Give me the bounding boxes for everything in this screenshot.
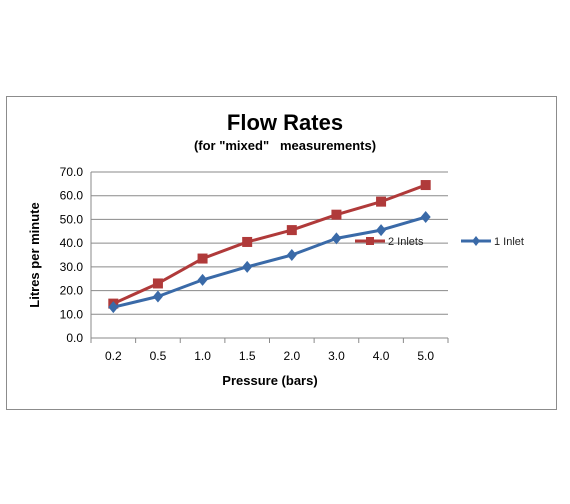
data-point bbox=[286, 225, 297, 236]
x-tick-label: 1.5 bbox=[239, 349, 256, 363]
x-axis-title: Pressure (bars) bbox=[222, 373, 317, 388]
y-tick-label: 60.0 bbox=[60, 189, 84, 203]
axes bbox=[90, 172, 449, 343]
x-tick-label: 0.2 bbox=[105, 349, 122, 363]
data-point bbox=[286, 249, 297, 261]
data-point bbox=[197, 273, 208, 286]
data-point bbox=[331, 232, 342, 245]
legend-marker bbox=[366, 237, 374, 245]
legend-marker bbox=[472, 236, 480, 246]
x-tick-label: 0.5 bbox=[150, 349, 167, 363]
y-tick-label: 10.0 bbox=[60, 307, 84, 321]
data-point bbox=[242, 236, 253, 247]
gridlines bbox=[91, 171, 448, 315]
x-tick-label: 2.0 bbox=[283, 349, 300, 363]
data-point bbox=[331, 209, 342, 220]
data-point bbox=[242, 260, 253, 273]
data-point bbox=[420, 211, 431, 224]
x-tick-label: 1.0 bbox=[194, 349, 211, 363]
data-point bbox=[108, 301, 119, 314]
y-tick-label: 30.0 bbox=[60, 260, 84, 274]
data-point bbox=[376, 224, 387, 237]
y-tick-label: 70.0 bbox=[60, 165, 84, 179]
x-tick-label: 5.0 bbox=[417, 349, 434, 363]
legend-label: 2 Inlets bbox=[388, 236, 424, 248]
chart-subtitle: (for "mixed" measurements) bbox=[194, 138, 376, 153]
tick-labels: 0.0 10.0 20.0 30.0 40.0 50.0 60.0 70.0 0.2 0.5 1.0… bbox=[60, 165, 435, 363]
data-point bbox=[152, 278, 163, 289]
chart-frame: Flow Rates (for "mixed" measurements) Pr… bbox=[6, 96, 557, 410]
series-line bbox=[112, 183, 427, 305]
y-tick-label: 40.0 bbox=[60, 236, 84, 250]
series-line bbox=[112, 215, 427, 309]
data-point bbox=[420, 180, 431, 191]
data-point bbox=[197, 253, 208, 264]
x-tick-label: 3.0 bbox=[328, 349, 345, 363]
legend: 2 Inlets 1 Inlet bbox=[355, 236, 524, 248]
y-tick-label: 20.0 bbox=[60, 284, 84, 298]
chart-title: Flow Rates bbox=[227, 110, 343, 135]
y-tick-label: 0.0 bbox=[66, 331, 83, 345]
x-tick-label: 4.0 bbox=[373, 349, 390, 363]
y-tick-label: 50.0 bbox=[60, 212, 84, 226]
y-axis-title: Litres per minute bbox=[27, 202, 42, 307]
flow-rate-chart: Flow Rates (for "mixed" measurements) Pr… bbox=[27, 110, 524, 388]
data-point bbox=[152, 290, 163, 303]
series-lines bbox=[108, 180, 431, 314]
legend-label: 1 Inlet bbox=[494, 236, 524, 248]
data-point bbox=[376, 196, 387, 207]
